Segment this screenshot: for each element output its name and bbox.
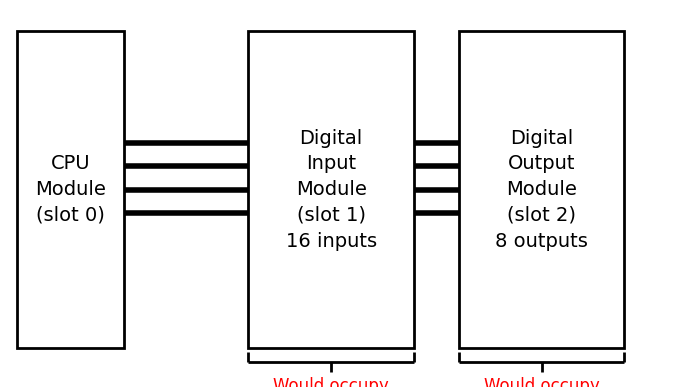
Text: Digital
Input
Module
(slot 1)
16 inputs: Digital Input Module (slot 1) 16 inputs [286, 128, 377, 251]
Bar [248, 31, 414, 348]
Bar [459, 31, 624, 348]
Bar [17, 31, 124, 348]
Text: Would occupy
addresses
O0:2.0/0
through
O0:2.0/7: Would occupy addresses O0:2.0/0 through … [484, 377, 600, 387]
Text: CPU
Module
(slot 0): CPU Module (slot 0) [35, 154, 106, 225]
Text: Would occupy
addresses
I1:1.0/0
through
I1:1.0/15: Would occupy addresses I1:1.0/0 through … [273, 377, 389, 387]
Text: Digital
Output
Module
(slot 2)
8 outputs: Digital Output Module (slot 2) 8 outputs [495, 128, 588, 251]
